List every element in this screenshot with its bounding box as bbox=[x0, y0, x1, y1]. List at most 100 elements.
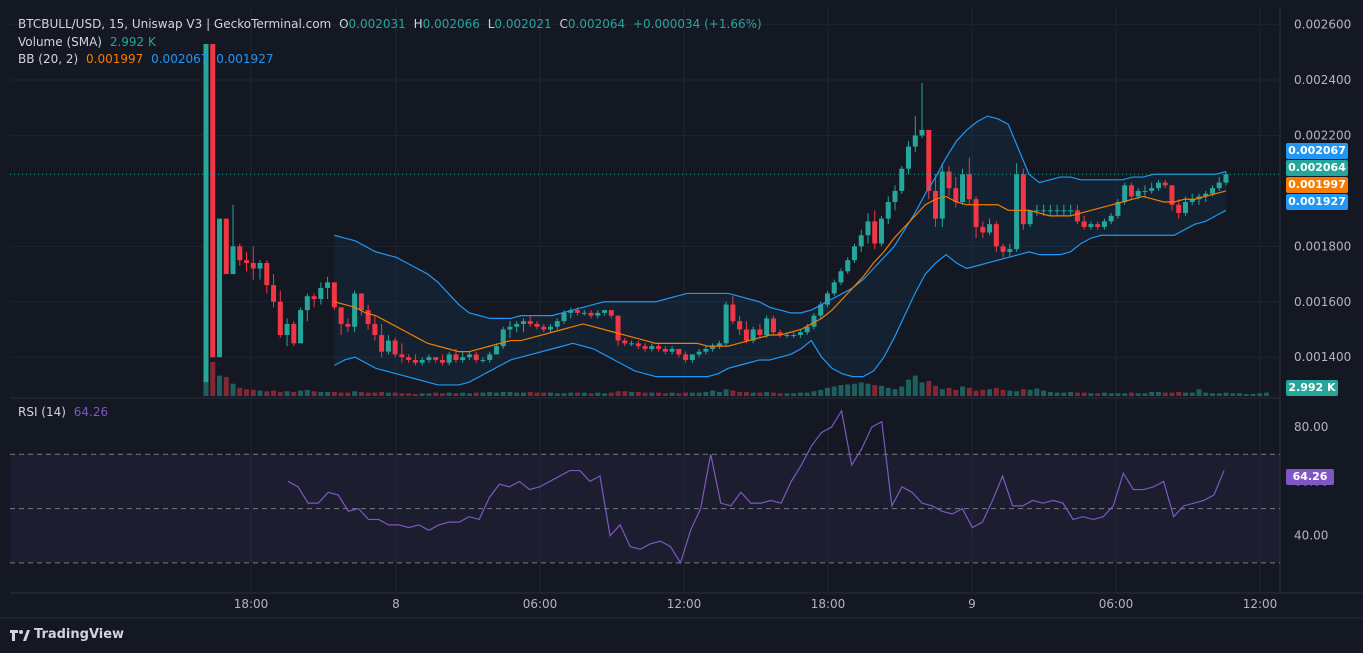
candle-body bbox=[541, 326, 547, 330]
candle-body bbox=[358, 293, 364, 311]
candle-body bbox=[304, 296, 310, 311]
volume-bar bbox=[365, 392, 371, 396]
candle-body bbox=[973, 199, 979, 227]
low-value: 0.002021 bbox=[494, 17, 552, 31]
candle-body bbox=[277, 301, 283, 336]
price-tick-label: 0.001400 bbox=[1294, 350, 1351, 364]
volume-bar bbox=[575, 392, 581, 396]
candle-body bbox=[737, 321, 743, 330]
candle-body bbox=[595, 312, 601, 316]
volume-bar bbox=[439, 393, 445, 396]
candle-body bbox=[392, 340, 398, 355]
candle-body bbox=[399, 354, 405, 358]
candle-body bbox=[838, 271, 844, 283]
candle-body bbox=[1041, 210, 1047, 212]
candle-body bbox=[264, 262, 270, 286]
candle-body bbox=[1182, 202, 1188, 214]
rsi-legend[interactable]: RSI (14) 64.26 bbox=[18, 404, 112, 420]
volume-bar bbox=[892, 389, 898, 396]
volume-bar bbox=[676, 393, 682, 396]
candle-body bbox=[554, 321, 560, 327]
volume-bar bbox=[1155, 391, 1161, 396]
rsi-pane[interactable] bbox=[10, 409, 1280, 565]
candle-body bbox=[622, 340, 628, 344]
candlesticks[interactable] bbox=[203, 44, 1229, 383]
volume-bar bbox=[710, 390, 716, 396]
candle-body bbox=[1054, 210, 1060, 212]
volume-bar bbox=[257, 390, 263, 396]
volume-bar bbox=[1041, 390, 1047, 396]
price-axis[interactable]: 0.002600 0.002400 0.002200 0.001800 0.001600… bbox=[1294, 18, 1351, 543]
volume-bar bbox=[824, 387, 830, 396]
volume-bar bbox=[1223, 392, 1229, 396]
candle-body bbox=[325, 282, 331, 288]
volume-legend[interactable]: Volume (SMA) 2.992 K bbox=[18, 34, 160, 50]
bollinger-band-lines bbox=[10, 115, 1280, 386]
tradingview-footer[interactable]: TradingView bbox=[10, 627, 124, 642]
volume-bar bbox=[1115, 393, 1121, 396]
candle-body bbox=[629, 343, 635, 345]
volume-bar bbox=[548, 392, 554, 396]
candle-body bbox=[318, 287, 324, 299]
volume-bar bbox=[797, 392, 803, 396]
candle-body bbox=[885, 202, 891, 219]
bb-lower-badge: 0.001927 bbox=[1286, 194, 1348, 210]
rsi-value: 64.26 bbox=[73, 405, 109, 419]
volume-bar bbox=[480, 392, 486, 396]
volume-bar bbox=[527, 391, 533, 396]
time-axis[interactable]: 18:00 8 06:00 12:00 18:00 9 06:00 12:00 bbox=[234, 597, 1278, 611]
bb-lower-value: 0.001927 bbox=[216, 52, 274, 66]
volume-bar bbox=[730, 390, 736, 396]
volume-bar bbox=[534, 392, 540, 396]
volume-bar bbox=[1020, 389, 1026, 396]
bb-legend[interactable]: BB (20, 2) 0.001997 0.002067 0.001927 bbox=[18, 51, 277, 67]
candle-body bbox=[575, 310, 581, 313]
candle-body bbox=[987, 224, 993, 233]
volume-bar bbox=[635, 391, 641, 396]
volume-bar bbox=[885, 387, 891, 396]
volume-bar bbox=[669, 392, 675, 396]
volume-bar bbox=[1189, 392, 1195, 396]
volume-bar bbox=[1027, 389, 1033, 396]
candle-body bbox=[379, 335, 385, 352]
volume-bar bbox=[1142, 393, 1148, 396]
volume-bar bbox=[1237, 393, 1243, 396]
candle-body bbox=[217, 218, 223, 358]
volume-bar bbox=[520, 392, 526, 396]
volume-bar bbox=[919, 382, 925, 396]
candle-body bbox=[230, 246, 236, 275]
volume-bar bbox=[419, 393, 425, 396]
volume-bar bbox=[331, 391, 337, 396]
candle-body bbox=[892, 190, 898, 202]
candle-body bbox=[1108, 215, 1114, 222]
candle-body bbox=[1081, 221, 1087, 227]
candle-body bbox=[770, 318, 776, 333]
volume-bar bbox=[1108, 393, 1114, 396]
candle-body bbox=[1061, 210, 1067, 212]
volume-bar bbox=[831, 386, 837, 396]
volume-bar bbox=[237, 387, 243, 396]
volume-bar bbox=[683, 392, 689, 396]
time-tick-label: 12:00 bbox=[1243, 597, 1278, 611]
high-value: 0.002066 bbox=[422, 17, 480, 31]
candle-body bbox=[1095, 224, 1101, 227]
volume-bar bbox=[250, 389, 256, 396]
candle-body bbox=[1209, 188, 1215, 194]
candle-body bbox=[1162, 182, 1168, 186]
candle-body bbox=[649, 346, 655, 349]
volume-bar bbox=[1007, 390, 1013, 396]
candle-body bbox=[487, 354, 493, 360]
candle-body bbox=[831, 282, 837, 294]
symbol-legend: BTCBULL/USD, 15, Uniswap V3 | GeckoTermi… bbox=[18, 16, 766, 32]
bb-basis-line bbox=[334, 190, 1227, 353]
volume-bar bbox=[716, 391, 722, 396]
price-tick-label: 0.002600 bbox=[1294, 18, 1351, 32]
volume-bar bbox=[352, 391, 358, 396]
candle-body bbox=[1014, 174, 1020, 250]
candle-body bbox=[858, 235, 864, 247]
candle-body bbox=[1007, 249, 1013, 252]
candle-body bbox=[953, 188, 959, 202]
candle-body bbox=[520, 321, 526, 324]
bb-label: BB (20, 2) bbox=[18, 52, 79, 66]
